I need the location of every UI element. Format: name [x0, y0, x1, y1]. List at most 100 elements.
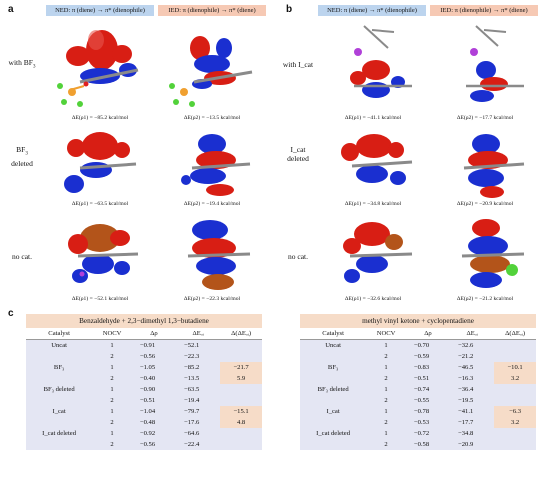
energy-a-3-ied: ΔE(ρ2) = −22.3 kcal/mol: [183, 296, 241, 302]
cell-catalyst: I_cat: [300, 406, 367, 417]
cell-delta-rho: −0.58: [405, 439, 451, 450]
cell-catalyst: BF₃: [26, 362, 93, 373]
cell-delta-eoi: −85.2: [176, 362, 221, 373]
orbital-b-icat-ned: [350, 25, 412, 98]
cell-delta-eoi: −19.5: [450, 395, 495, 406]
table-header-row: Catalyst NOCV Δρ ΔEₒᵢ Δ(ΔEₒᵢ): [26, 328, 262, 340]
cell-delta-eoi: −36.4: [450, 384, 495, 395]
table-title-row: methyl vinyl ketone + cyclopentadiene: [300, 314, 536, 328]
panel-label-b: b: [286, 4, 293, 15]
cell-nocv: 1: [366, 339, 406, 351]
table-benzaldehyde: Benzaldehyde + 2,3−dimethyl 1,3−butadien…: [26, 314, 262, 450]
cell-catalyst: [300, 351, 367, 362]
col-delta-delta-eoi: Δ(ΔEₒᵢ): [220, 328, 262, 340]
cell-catalyst: I_cat deleted: [26, 428, 93, 439]
orbital-a-nocat-ied: [187, 220, 251, 290]
row-label-no-cat-b: no cat.: [288, 252, 308, 261]
cell-delta-eoi: −41.1: [450, 406, 495, 417]
col-delta-eoi: ΔEₒᵢ: [176, 328, 221, 340]
table-row: BF₃ deleted 1 −0.90 −63.5: [26, 384, 262, 395]
col-catalyst: Catalyst: [300, 328, 367, 340]
cell-catalyst: [300, 373, 367, 384]
row-label-bf3-deleted: BF3 deleted: [11, 145, 33, 168]
cell-delta-eoi: −21.2: [450, 351, 495, 362]
cell-catalyst: [26, 417, 93, 428]
cell-nocv: 1: [366, 384, 406, 395]
table-row: BF₃ 1 −1.05 −85.2 −21.7: [26, 362, 262, 373]
cell-nocv: 1: [92, 428, 132, 439]
col-nocv: NOCV: [366, 328, 406, 340]
table-title: methyl vinyl ketone + cyclopentadiene: [300, 314, 536, 328]
cell-delta-delta-eoi: 5.9: [220, 373, 262, 384]
cell-catalyst: BF₃ deleted: [300, 384, 367, 395]
cell-delta-eoi: −22.4: [176, 439, 221, 450]
cell-delta-eoi: −22.3: [176, 351, 221, 362]
table-row: 2 −0.59 −21.2: [300, 351, 536, 362]
cell-delta-delta-eoi: [494, 384, 536, 395]
cell-delta-rho: −0.51: [131, 395, 177, 406]
row-label-icat-deleted: I_cat deleted: [287, 145, 309, 163]
cell-delta-delta-eoi: [494, 351, 536, 362]
cell-delta-delta-eoi: −10.1: [494, 362, 536, 373]
cell-delta-rho: −0.72: [405, 428, 451, 439]
orbital-b-icatdel-ned: [341, 134, 413, 185]
cell-delta-eoi: −46.5: [450, 362, 495, 373]
table-mvk-cyclopentadiene: methyl vinyl ketone + cyclopentadiene Ca…: [300, 314, 536, 450]
cell-delta-rho: −0.92: [131, 428, 177, 439]
row-label-no-cat-a: no cat.: [12, 252, 32, 261]
cell-delta-delta-eoi: [220, 339, 262, 351]
cell-delta-delta-eoi: [220, 428, 262, 439]
cell-delta-delta-eoi: [220, 439, 262, 450]
panel-label-c: c: [8, 308, 14, 319]
table-title: Benzaldehyde + 2,3−dimethyl 1,3−butadien…: [26, 314, 262, 328]
cell-catalyst: Uncat: [300, 339, 367, 351]
cell-catalyst: [300, 395, 367, 406]
table-row: I_cat 1 −1.04 −79.7 −15.1: [26, 406, 262, 417]
col-delta-eoi: ΔEₒᵢ: [450, 328, 495, 340]
cell-catalyst: [300, 439, 367, 450]
table-row: 2 −0.55 −19.5: [300, 395, 536, 406]
cell-delta-delta-eoi: [494, 439, 536, 450]
cell-delta-eoi: −52.1: [176, 339, 221, 351]
table-row: BF₃ 1 −0.83 −46.5 −10.1: [300, 362, 536, 373]
cell-delta-rho: −0.70: [405, 339, 451, 351]
cell-delta-rho: −0.53: [405, 417, 451, 428]
cell-delta-eoi: −64.6: [176, 428, 221, 439]
cell-delta-delta-eoi: [494, 395, 536, 406]
table-row: 2 −0.56 −22.4: [26, 439, 262, 450]
orbital-a-nocat-ned: [68, 224, 139, 283]
cell-catalyst: [300, 417, 367, 428]
cell-delta-rho: −0.55: [405, 395, 451, 406]
orbital-b-icat-ied: [466, 25, 524, 102]
energy-b-1-ied: ΔE(ρ2) = −17.7 kcal/mol: [456, 115, 514, 121]
table-row: Uncat 1 −0.70 −32.6: [300, 339, 536, 351]
table-row: 2 −0.40 −13.5 5.9: [26, 373, 262, 384]
col-delta-rho: Δρ: [131, 328, 177, 340]
cell-catalyst: I_cat deleted: [300, 428, 367, 439]
cell-nocv: 2: [366, 439, 406, 450]
orbital-a-bf3-ned: [57, 30, 139, 107]
cell-delta-rho: −0.78: [405, 406, 451, 417]
cell-delta-rho: −1.05: [131, 362, 177, 373]
cell-delta-eoi: −19.4: [176, 395, 221, 406]
table-row: 2 −0.51 −19.4: [26, 395, 262, 406]
cell-nocv: 2: [92, 417, 132, 428]
energy-b-3-ied: ΔE(ρ2) = −21.2 kcal/mol: [456, 296, 514, 302]
col-delta-delta-eoi: Δ(ΔEₒᵢ): [494, 328, 536, 340]
header-ned-a: NED: π (diene) → π* (dienophile): [46, 5, 154, 16]
header-ned-b: NED: π (diene) → π* (dienophile): [318, 5, 426, 16]
cell-delta-eoi: −79.7: [176, 406, 221, 417]
orbital-a-bf3del-ned: [64, 132, 137, 193]
orbital-a-bf3-ied: [169, 36, 253, 107]
cell-delta-rho: −0.56: [131, 351, 177, 362]
header-ied-b: IED: π (dienophile) → π* (diene): [430, 5, 538, 16]
orbital-b-nocat-ied: [461, 219, 525, 288]
cell-catalyst: [26, 351, 93, 362]
table-row: BF₃ deleted 1 −0.74 −36.4: [300, 384, 536, 395]
table-row: 2 −0.48 −17.6 4.8: [26, 417, 262, 428]
cell-nocv: 2: [366, 417, 406, 428]
cell-delta-delta-eoi: 3.2: [494, 417, 536, 428]
energy-a-2-ned: ΔE(ρ1) = −63.5 kcal/mol: [71, 201, 129, 207]
table-row: 2 −0.56 −22.3: [26, 351, 262, 362]
cell-delta-eoi: −63.5: [176, 384, 221, 395]
